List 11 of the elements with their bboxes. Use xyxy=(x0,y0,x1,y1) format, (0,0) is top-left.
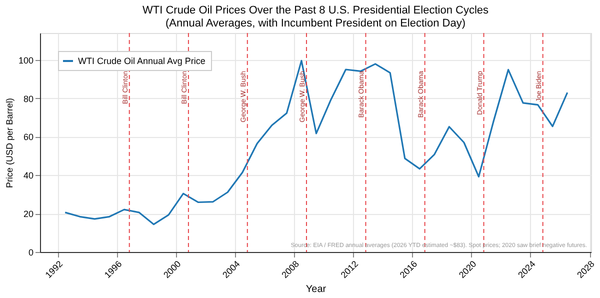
line-series xyxy=(64,60,568,226)
chart-title: WTI Crude Oil Prices Over the Past 8 U.S. Presidential Election Cycles (Annual Averages, with Incumbent President on Election Day) xyxy=(142,4,489,30)
y-tick-label: 20 xyxy=(23,209,34,220)
y-tick-label: 100 xyxy=(18,55,34,66)
y-axis-title: Price (USD per Barrel) xyxy=(4,98,14,188)
y-tick-label: 40 xyxy=(23,170,34,181)
x-axis-title: Year xyxy=(306,284,327,296)
y-tick-label: 80 xyxy=(23,94,34,104)
legend-label: WTI Crude Oil Annual Avg Price xyxy=(78,56,206,66)
y-tick-label: 60 xyxy=(23,132,34,142)
y-tick-label: 0 xyxy=(28,248,34,258)
